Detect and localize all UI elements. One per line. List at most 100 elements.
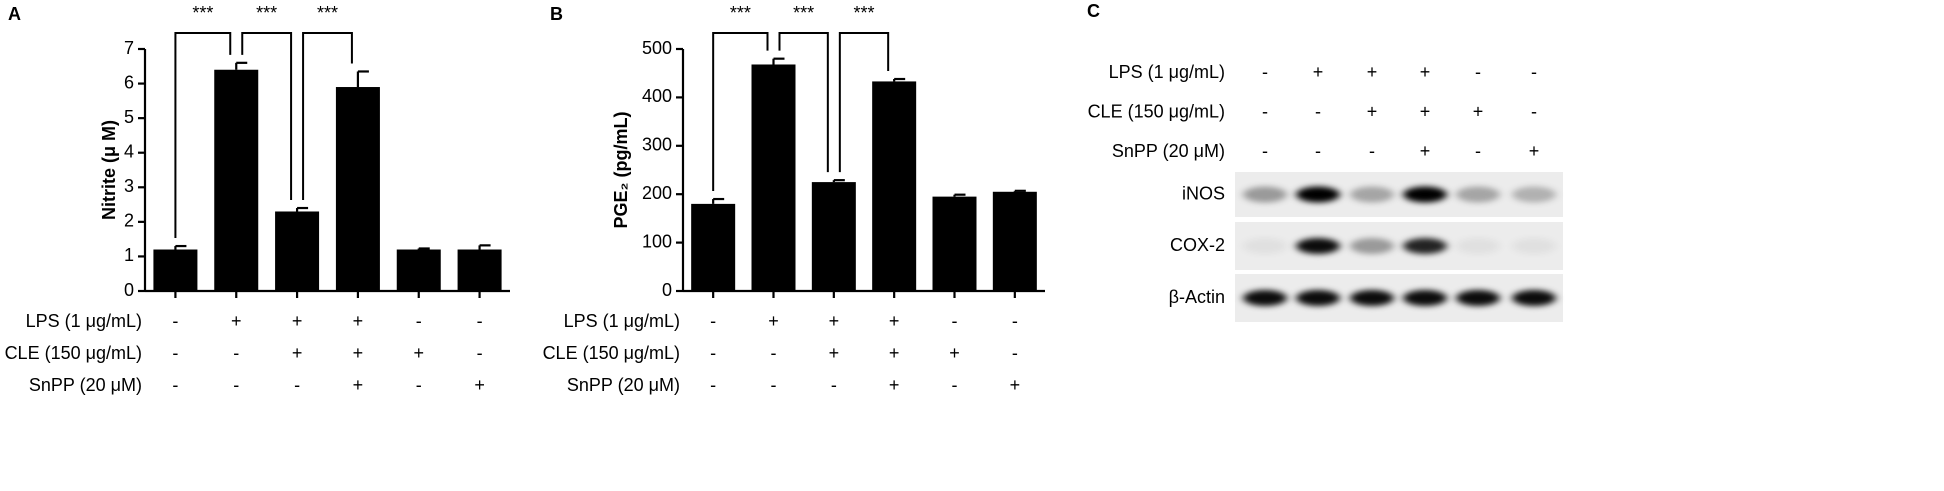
condition-sign: + [1420,141,1431,161]
condition-sign: - [710,343,716,363]
condition-label: LPS (1 μg/mL) [1109,62,1225,82]
condition-sign: - [1262,62,1268,82]
significance-label: *** [793,3,814,23]
blot-band [1403,186,1447,203]
condition-sign: - [771,375,777,395]
condition-label: LPS (1 μg/mL) [26,311,142,331]
condition-sign: - [1315,101,1321,121]
blot-band [1243,186,1287,203]
condition-sign: - [1315,141,1321,161]
significance-bracket [302,32,353,201]
condition-sign: - [1475,141,1481,161]
bar [811,182,856,291]
blot-row-label: iNOS [1182,183,1225,203]
condition-label: CLE (150 μg/mL) [1088,101,1225,121]
y-axis-label: Nitrite (μ M) [99,120,119,220]
condition-sign: + [829,311,840,331]
condition-sign: + [1313,62,1324,82]
significance-label: *** [853,3,874,23]
significance-bracket [778,32,829,173]
condition-sign: + [1529,141,1540,161]
blot-row-label: COX-2 [1170,235,1225,255]
condition-sign: - [233,343,239,363]
condition-sign: + [353,375,364,395]
blot-band [1350,186,1394,203]
y-tick-label: 400 [642,86,672,106]
blot-band [1243,290,1287,306]
condition-sign: - [1012,343,1018,363]
y-tick-label: 0 [662,280,672,300]
bar [275,211,320,291]
blot-band [1350,238,1394,254]
condition-sign: - [710,375,716,395]
condition-sign: + [889,343,900,363]
blot-band [1512,290,1556,306]
y-tick-label: 300 [642,135,672,155]
condition-label: CLE (150 μg/mL) [543,343,680,363]
condition-sign: - [172,375,178,395]
blot-strip [1235,274,1563,322]
bar [992,191,1037,291]
significance-bracket [712,32,769,192]
condition-sign: + [949,343,960,363]
condition-sign: + [829,343,840,363]
blot-band [1512,186,1556,203]
bar [153,249,198,291]
blot-band [1456,290,1500,306]
bar [214,69,259,291]
condition-sign: - [172,343,178,363]
blot-band [1350,290,1394,306]
condition-sign: + [231,311,242,331]
blot-row-label: β-Actin [1169,287,1225,307]
bar [932,196,977,291]
condition-sign: - [294,375,300,395]
blot-strip [1235,172,1563,217]
condition-sign: - [1012,311,1018,331]
condition-sign: + [353,343,364,363]
significance-label: *** [256,3,277,23]
condition-sign: + [889,375,900,395]
condition-sign: - [1531,62,1537,82]
condition-sign: + [292,343,303,363]
condition-sign: + [1367,101,1378,121]
blot-band [1243,238,1287,254]
y-tick-label: 4 [124,141,134,161]
condition-sign: - [1262,141,1268,161]
condition-sign: + [292,311,303,331]
y-tick-label: 5 [124,107,134,127]
condition-label: SnPP (20 μM) [567,375,680,395]
significance-label: *** [730,3,751,23]
y-tick-label: 6 [124,72,134,92]
blot-band [1296,290,1340,306]
significance-bracket [174,32,232,239]
condition-sign: + [1367,62,1378,82]
condition-label: LPS (1 μg/mL) [564,311,680,331]
y-tick-label: 1 [124,245,134,265]
y-tick-label: 2 [124,211,134,231]
bar [335,87,380,292]
condition-sign: - [771,343,777,363]
blot-band [1296,238,1340,254]
blot-band [1456,186,1500,203]
y-tick-label: 7 [124,38,134,58]
y-tick-label: 100 [642,231,672,251]
condition-sign: + [768,311,779,331]
condition-sign: - [952,375,958,395]
condition-sign: - [477,343,483,363]
bar [751,64,796,291]
condition-sign: + [1010,375,1021,395]
condition-sign: + [1420,62,1431,82]
blot-strip [1235,222,1563,270]
blot-band [1512,238,1556,254]
blot-band [1403,290,1447,306]
condition-sign: - [831,375,837,395]
significance-bracket [241,32,293,201]
y-tick-label: 200 [642,183,672,203]
condition-sign: + [353,311,364,331]
panel-label: B [550,4,563,24]
y-tick-label: 0 [124,280,134,300]
blot-band [1456,238,1500,254]
y-tick-label: 500 [642,38,672,58]
bar [396,249,441,291]
